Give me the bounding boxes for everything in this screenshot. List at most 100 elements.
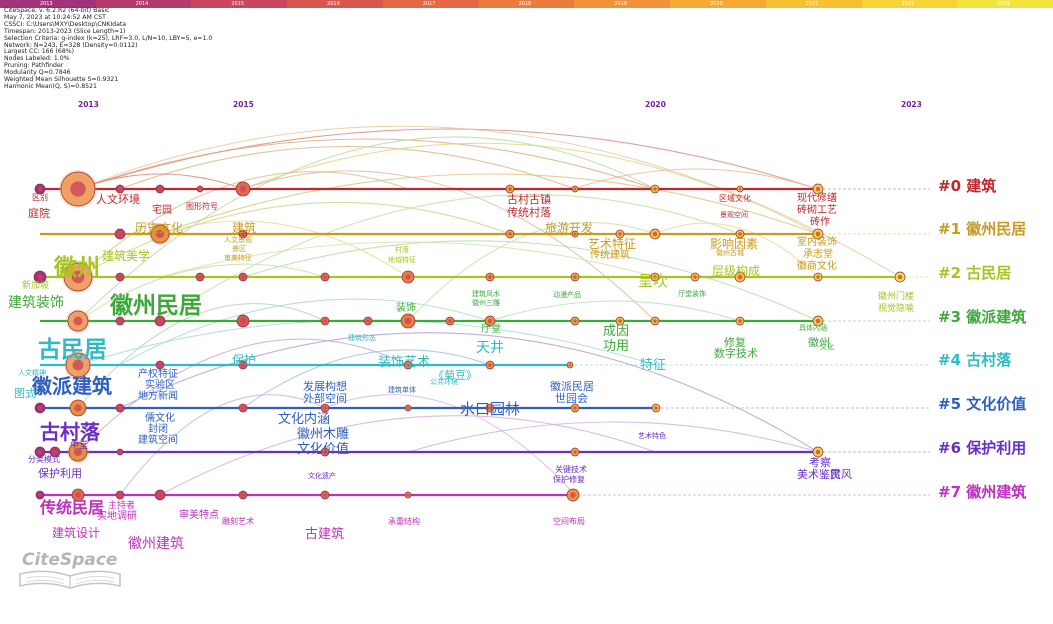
keyword-label[interactable]: 徽州 [808, 336, 830, 349]
keyword-label[interactable]: 承重结构 [388, 517, 420, 526]
keyword-label[interactable]: 厅堂 [481, 324, 501, 335]
keyword-label[interactable]: 呈坎 [638, 272, 669, 290]
keyword-label[interactable]: 传统建筑 [590, 250, 630, 261]
keyword-label[interactable]: 审美特点 [179, 510, 219, 521]
keyword-label[interactable]: 徽州 [54, 254, 100, 281]
keyword-label[interactable]: 承志堂 [803, 249, 833, 260]
keyword-label[interactable]: 人文环境 [96, 193, 140, 206]
keyword-label[interactable]: 考察 [809, 456, 831, 469]
keyword-label[interactable]: 民风 [830, 468, 852, 481]
keyword-label[interactable]: 美术鉴赏 [797, 468, 841, 481]
keyword-label[interactable]: 产权特征 [138, 369, 178, 380]
keyword-label[interactable]: 审美特征 [224, 254, 252, 262]
keyword-label[interactable]: 具体内涵 [799, 324, 827, 332]
keyword-label[interactable]: 艺术特色 [638, 432, 666, 440]
keyword-label[interactable]: 村落 [395, 246, 409, 254]
keyword-label[interactable]: 徽州三雕 [472, 299, 500, 307]
keyword-label[interactable]: 功用 [603, 339, 630, 354]
keyword-label[interactable]: 徽州建筑 [128, 536, 184, 552]
keyword-label[interactable]: 传统民居 [40, 498, 105, 517]
keyword-label[interactable]: 现代修缮 [797, 193, 837, 204]
keyword-label[interactable]: 文化 [820, 343, 834, 351]
keyword-label[interactable]: 图形符号 [186, 202, 218, 211]
cluster-label[interactable]: #5 文化价值 [938, 395, 1027, 413]
keyword-label[interactable]: 徽州古城 [716, 249, 744, 257]
keyword-label[interactable]: 地方新闻 [138, 391, 178, 402]
keyword-label[interactable]: 徽州门楼 [878, 292, 915, 302]
keyword-label[interactable]: 区别 [32, 193, 48, 202]
keyword-label[interactable]: 关键技术 [555, 465, 587, 474]
cluster-label[interactable]: #0 建筑 [938, 177, 997, 195]
keyword-label[interactable]: 层级构成 [712, 264, 761, 278]
keyword-label[interactable]: 保护 [232, 353, 257, 367]
keyword-label[interactable]: 儒文化 [145, 413, 175, 424]
cluster-label[interactable]: #6 保护利用 [938, 439, 1027, 457]
keyword-label[interactable]: 建筑单体 [388, 386, 416, 394]
keyword-label[interactable]: 厅堂装饰 [678, 290, 706, 298]
keyword-label[interactable]: 宅园 [152, 205, 172, 216]
keyword-label[interactable]: 徽商文化 [797, 261, 837, 272]
keyword-label[interactable]: 视觉隐喻 [878, 304, 915, 314]
keyword-label[interactable]: 建筑美学 [102, 249, 151, 263]
keyword-label[interactable]: 砖砌工艺 [797, 205, 837, 216]
keyword-label[interactable]: 天井 [476, 340, 504, 356]
keyword-label[interactable]: 景区 [232, 245, 246, 253]
keyword-label[interactable]: 古村落 [40, 420, 100, 444]
keyword-label[interactable]: 古民居 [38, 336, 107, 363]
cluster-label[interactable]: #3 徽派建筑 [938, 308, 1027, 326]
keyword-label[interactable]: 《菊豆》 [433, 369, 477, 382]
keyword-label[interactable]: 艺术特征 [588, 237, 637, 251]
keyword-label[interactable]: 封闭 [148, 424, 168, 435]
keyword-label[interactable]: 建筑风水 [472, 290, 500, 298]
keyword-label[interactable]: 影响因素 [710, 237, 759, 251]
keyword-label[interactable]: 建筑形态 [348, 334, 376, 342]
cluster-label[interactable]: #1 徽州民居 [938, 220, 1027, 238]
keyword-label[interactable]: 徽州民居 [110, 292, 202, 319]
keyword-label[interactable]: 世园会 [555, 392, 588, 405]
cluster-label[interactable]: #7 徽州建筑 [938, 483, 1027, 501]
keyword-label[interactable]: 实验区 [145, 380, 175, 391]
keyword-label[interactable]: 景观空间 [720, 211, 748, 219]
keyword-label[interactable]: 徽派民居 [550, 380, 594, 393]
keyword-label[interactable]: 人文精神 [18, 369, 46, 377]
keyword-label[interactable]: 人文景观 [224, 236, 252, 244]
keyword-label[interactable]: 中堂 [70, 441, 89, 451]
keyword-label[interactable]: 古村古镇 [507, 193, 551, 206]
keyword-label[interactable]: 庭院 [28, 207, 50, 220]
keyword-label[interactable]: 动漫产品 [553, 291, 581, 299]
keyword-label[interactable]: 保护修复 [553, 475, 585, 484]
keyword-label[interactable]: 旅游开发 [545, 221, 594, 235]
keyword-label[interactable]: 特征 [640, 358, 667, 373]
keyword-label[interactable]: 徽派建筑 [32, 374, 112, 398]
keyword-label[interactable]: 水口园林 [460, 400, 521, 418]
keyword-label[interactable]: 徽州木雕 [297, 427, 350, 442]
keyword-label[interactable]: 新加坡 [22, 281, 50, 291]
keyword-label[interactable]: 空间布局 [553, 517, 585, 526]
keyword-label[interactable]: 区域文化 [719, 194, 751, 203]
keyword-label[interactable]: 保护利用 [38, 467, 82, 480]
keyword-label[interactable]: 装饰 [396, 303, 416, 314]
keyword-label[interactable]: 数字技术 [714, 347, 758, 360]
keyword-label[interactable]: 历史文化 [135, 221, 184, 235]
keyword-label[interactable]: 建筑设计 [52, 526, 101, 540]
keyword-label[interactable]: 建筑空间 [138, 435, 178, 446]
keyword-label[interactable]: 砖作 [810, 217, 830, 228]
cluster-label[interactable]: #2 古民居 [938, 264, 1012, 282]
keyword-label[interactable]: 文化内涵 [278, 412, 331, 427]
keyword-label[interactable]: 建筑 [232, 221, 257, 235]
keyword-label[interactable]: 图式 [14, 387, 36, 400]
keyword-label[interactable]: 外部空间 [303, 392, 347, 405]
keyword-label[interactable]: 主持者 [108, 501, 136, 511]
keyword-label[interactable]: 建筑装饰 [8, 295, 64, 311]
keyword-label[interactable]: 室内装饰 [797, 237, 837, 248]
keyword-label[interactable]: 发展构想 [303, 380, 347, 393]
keyword-label[interactable]: 实地调研 [97, 511, 137, 522]
keyword-label[interactable]: 公共环境 [430, 378, 458, 386]
keyword-label[interactable]: 古建筑 [305, 527, 345, 542]
keyword-label[interactable]: 传统村落 [507, 206, 551, 219]
keyword-label[interactable]: 修复 [724, 336, 746, 349]
keyword-label[interactable]: 文化价值 [297, 442, 350, 457]
keyword-label[interactable]: 分类模式 [28, 455, 60, 464]
keyword-label[interactable]: 雕刻艺术 [222, 517, 254, 526]
keyword-label[interactable]: 地域特征 [388, 256, 416, 264]
